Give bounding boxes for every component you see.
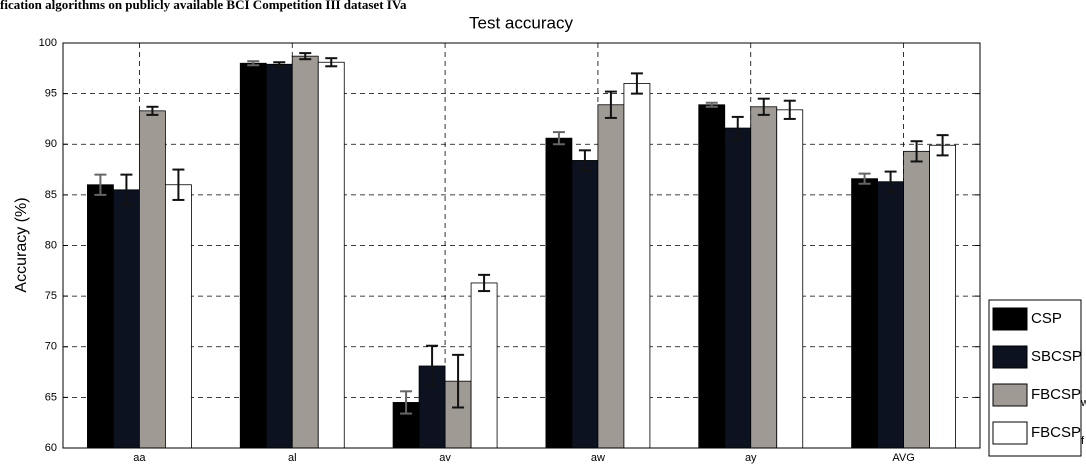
error-bar (478, 273, 491, 293)
bar (87, 184, 114, 449)
bar (724, 127, 752, 449)
error-bar (884, 170, 897, 193)
legend-swatch (992, 383, 1028, 407)
legend-swatch (992, 307, 1028, 331)
error-bar (400, 390, 413, 415)
x-tick-label: ay (745, 452, 757, 464)
bar (698, 104, 726, 449)
caption: fication algorithms on publicly availabl… (0, 0, 407, 12)
error-bar (630, 72, 643, 95)
y-tick-label: 75 (45, 290, 57, 302)
legend-label: FBCSPf (1031, 424, 1085, 447)
error-bar (757, 97, 770, 116)
bar (750, 106, 778, 449)
error-bar (731, 115, 744, 141)
legend-label: FBCSPw (1031, 386, 1086, 409)
y-tick-label: 90 (45, 138, 57, 150)
error-bar (604, 90, 617, 119)
bar (623, 83, 651, 449)
y-tick-label: 70 (45, 341, 57, 353)
bar (291, 55, 319, 449)
bar (571, 160, 599, 449)
error-bar (273, 61, 286, 68)
bar (139, 110, 166, 449)
error-bar (910, 140, 923, 163)
bar (776, 109, 804, 449)
y-axis-label: Accuracy (%) (13, 197, 30, 292)
bar (470, 282, 498, 449)
bar (597, 104, 625, 449)
error-bar (247, 60, 260, 67)
y-tick-label: 85 (45, 189, 57, 201)
bar (851, 178, 878, 449)
error-bar (705, 101, 718, 108)
error-bar (578, 149, 591, 172)
error-bar (94, 173, 107, 196)
y-tick-label: 65 (45, 391, 57, 403)
bar (165, 184, 192, 449)
error-bar (426, 344, 439, 388)
error-bar (552, 131, 565, 146)
legend-swatch (992, 345, 1028, 369)
x-tick-label: av (439, 452, 451, 464)
y-tick-label: 95 (45, 88, 57, 100)
bar (877, 181, 904, 449)
error-bar (858, 172, 871, 185)
error-bar (172, 168, 185, 201)
y-tick-label: 100 (39, 37, 57, 49)
error-bar (146, 105, 159, 116)
y-tick-label: 60 (45, 442, 57, 454)
bar (317, 61, 345, 449)
error-bar (452, 353, 465, 409)
bar (265, 63, 293, 449)
error-bar (299, 52, 312, 61)
y-tick-label: 80 (45, 239, 57, 251)
plot-frame (62, 42, 981, 449)
bar (545, 137, 573, 449)
bar (239, 62, 267, 449)
x-tick-label: al (288, 452, 297, 464)
x-tick-label: AVG (892, 452, 914, 464)
error-bar (325, 57, 338, 68)
legend-swatch (992, 421, 1028, 445)
legend-label: CSP (1031, 310, 1062, 327)
x-tick-label: aa (133, 452, 146, 464)
bar (113, 189, 140, 449)
bar (903, 150, 930, 449)
error-bar (936, 134, 949, 157)
error-bar (120, 173, 133, 206)
legend-label: SBCSP (1031, 348, 1082, 365)
error-bar (783, 99, 796, 120)
bar (929, 144, 956, 449)
x-tick-label: aw (591, 452, 605, 464)
chart-title: Test accuracy (469, 13, 573, 32)
